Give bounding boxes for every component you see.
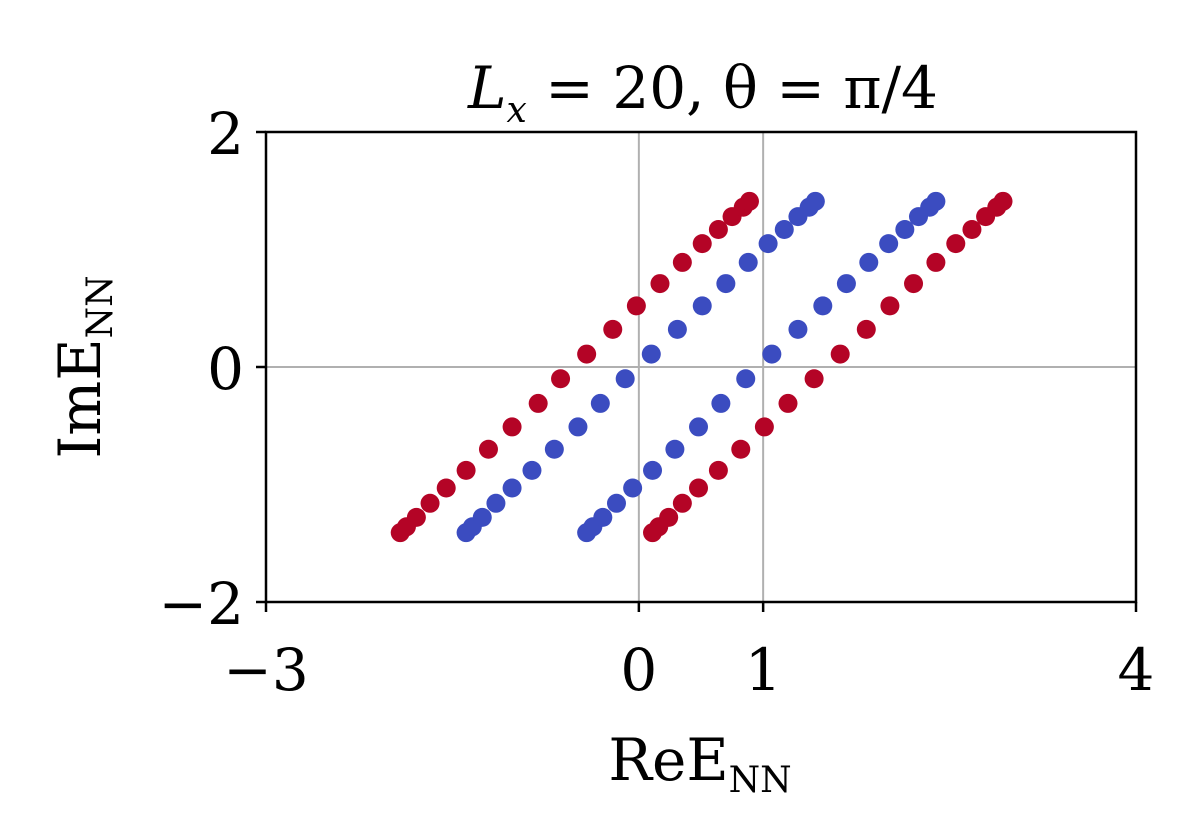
data-point bbox=[880, 296, 900, 316]
y-axis-label-sub: NN bbox=[80, 275, 121, 338]
y-tick-label: −2 bbox=[159, 570, 245, 638]
data-point bbox=[436, 478, 456, 498]
data-point bbox=[590, 393, 610, 413]
data-point bbox=[593, 507, 613, 527]
data-point bbox=[805, 191, 825, 211]
data-point bbox=[778, 393, 798, 413]
data-point bbox=[774, 220, 794, 240]
data-point bbox=[758, 234, 778, 254]
data-point bbox=[859, 252, 879, 272]
data-point bbox=[830, 344, 850, 364]
data-point bbox=[879, 234, 899, 254]
axis-ticks: −3 0 1 4 −2 0 2 bbox=[159, 100, 1155, 704]
data-point bbox=[692, 234, 712, 254]
title-rest: = 20, θ = π/4 bbox=[527, 54, 938, 122]
data-point bbox=[926, 252, 946, 272]
x-tick-label: −3 bbox=[223, 636, 309, 704]
data-point bbox=[904, 274, 924, 294]
y-tick-label: 0 bbox=[207, 335, 244, 403]
data-point bbox=[665, 439, 685, 459]
data-point bbox=[736, 369, 756, 389]
data-point bbox=[623, 478, 643, 498]
data-point bbox=[406, 507, 426, 527]
data-point bbox=[502, 417, 522, 437]
x-axis-label: ReENN bbox=[608, 726, 791, 801]
data-point bbox=[762, 344, 782, 364]
data-point bbox=[689, 478, 709, 498]
data-point bbox=[528, 393, 548, 413]
series-2 bbox=[456, 191, 946, 543]
series-1 bbox=[390, 191, 1013, 543]
data-point bbox=[926, 191, 946, 211]
x-tick-label: 4 bbox=[1118, 636, 1155, 704]
data-point bbox=[643, 460, 663, 480]
data-point bbox=[641, 344, 661, 364]
grid-lines bbox=[266, 132, 1136, 602]
data-point bbox=[731, 439, 751, 459]
data-point bbox=[689, 417, 709, 437]
data-point bbox=[472, 507, 492, 527]
x-axis-label-main: ReE bbox=[608, 726, 728, 794]
data-point bbox=[804, 369, 824, 389]
data-point bbox=[478, 439, 498, 459]
title-main: L bbox=[467, 54, 507, 122]
data-point bbox=[813, 296, 833, 316]
data-point bbox=[615, 369, 635, 389]
data-point bbox=[420, 493, 440, 513]
data-point bbox=[962, 220, 982, 240]
data-point bbox=[788, 319, 808, 339]
data-point bbox=[544, 439, 564, 459]
data-point bbox=[626, 296, 646, 316]
data-point bbox=[603, 319, 623, 339]
data-point bbox=[650, 274, 670, 294]
data-point bbox=[739, 191, 759, 211]
data-point bbox=[667, 319, 687, 339]
data-point bbox=[577, 344, 597, 364]
data-point bbox=[856, 319, 876, 339]
data-point bbox=[716, 274, 736, 294]
data-point bbox=[708, 460, 728, 480]
data-point bbox=[711, 393, 731, 413]
data-point bbox=[456, 460, 476, 480]
title-sub: x bbox=[507, 90, 527, 131]
data-point bbox=[672, 493, 692, 513]
data-point bbox=[836, 274, 856, 294]
data-point bbox=[692, 296, 712, 316]
data-point bbox=[708, 220, 728, 240]
data-point bbox=[672, 252, 692, 272]
data-point bbox=[551, 369, 571, 389]
x-axis-label-sub: NN bbox=[729, 760, 792, 801]
y-tick-label: 2 bbox=[207, 100, 244, 168]
data-point bbox=[486, 493, 506, 513]
data-point bbox=[754, 417, 774, 437]
data-point bbox=[568, 417, 588, 437]
x-tick-label: 1 bbox=[745, 636, 782, 704]
data-points bbox=[390, 191, 1013, 543]
data-point bbox=[895, 220, 915, 240]
data-point bbox=[502, 478, 522, 498]
data-point bbox=[522, 460, 542, 480]
data-point bbox=[659, 507, 679, 527]
data-point bbox=[993, 191, 1013, 211]
y-axis-label: ImENN bbox=[46, 275, 121, 458]
chart-title: Lx = 20, θ = π/4 bbox=[467, 54, 938, 131]
x-tick-label: 0 bbox=[620, 636, 657, 704]
y-axis-label-main: ImE bbox=[46, 338, 114, 458]
data-point bbox=[738, 252, 758, 272]
data-point bbox=[946, 234, 966, 254]
data-point bbox=[606, 493, 626, 513]
